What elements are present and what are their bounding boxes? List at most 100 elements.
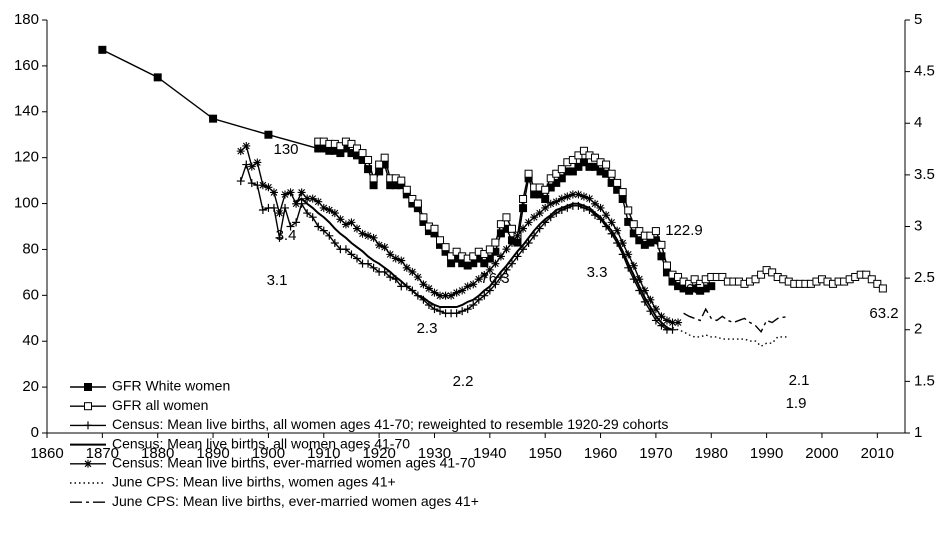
marker bbox=[668, 318, 677, 327]
marker bbox=[480, 271, 489, 280]
marker bbox=[474, 295, 483, 304]
marker bbox=[579, 158, 588, 167]
marker bbox=[375, 241, 384, 250]
y-tick-label: 60 bbox=[22, 286, 39, 303]
marker bbox=[402, 185, 411, 194]
marker bbox=[292, 199, 301, 208]
x-tick-label: 1950 bbox=[529, 445, 562, 462]
marker bbox=[591, 162, 600, 171]
y-tick-label: 140 bbox=[14, 103, 39, 120]
marker bbox=[485, 245, 494, 254]
x-tick-label: 1920 bbox=[362, 445, 395, 462]
marker bbox=[530, 213, 539, 222]
marker bbox=[757, 270, 766, 279]
marker bbox=[485, 265, 494, 274]
y2-tick-label: 4.5 bbox=[914, 63, 935, 80]
marker bbox=[402, 263, 411, 272]
marker bbox=[347, 250, 356, 259]
marker bbox=[308, 213, 317, 222]
marker bbox=[247, 162, 256, 171]
marker bbox=[629, 261, 638, 270]
marker bbox=[707, 282, 716, 291]
marker bbox=[463, 305, 472, 314]
marker bbox=[862, 270, 871, 279]
marker bbox=[657, 312, 666, 321]
marker bbox=[607, 169, 616, 178]
marker bbox=[519, 204, 528, 213]
marker bbox=[557, 194, 566, 203]
marker bbox=[341, 220, 350, 229]
marker bbox=[369, 174, 378, 183]
marker bbox=[513, 231, 522, 240]
marker bbox=[264, 183, 273, 192]
annotation: 1.9 bbox=[786, 395, 807, 412]
marker bbox=[369, 263, 378, 272]
y-tick-label: 20 bbox=[22, 378, 39, 395]
marker bbox=[303, 194, 312, 203]
marker bbox=[364, 165, 373, 174]
marker bbox=[297, 188, 306, 197]
marker bbox=[491, 280, 500, 289]
marker bbox=[491, 238, 500, 247]
marker bbox=[563, 192, 572, 201]
marker bbox=[568, 167, 577, 176]
legend-label: Census: Mean live births, ever-married w… bbox=[112, 455, 476, 471]
marker bbox=[380, 153, 389, 162]
marker bbox=[84, 383, 92, 391]
marker bbox=[618, 239, 627, 248]
legend-label: June CPS: Mean live births, women ages 4… bbox=[112, 474, 396, 490]
marker bbox=[319, 226, 328, 235]
marker bbox=[507, 259, 516, 268]
marker bbox=[258, 205, 267, 214]
marker bbox=[469, 280, 478, 289]
x-tick-label: 2010 bbox=[861, 445, 894, 462]
marker bbox=[546, 174, 555, 183]
annotation: 2.3 bbox=[417, 320, 438, 337]
x-tick-label: 1880 bbox=[141, 445, 174, 462]
y-tick-label: 180 bbox=[14, 11, 39, 28]
marker bbox=[352, 254, 361, 263]
marker bbox=[485, 254, 494, 263]
marker bbox=[685, 279, 694, 288]
annotation: 3.1 bbox=[267, 272, 288, 289]
x-tick-label: 1910 bbox=[307, 445, 340, 462]
y2-tick-label: 3 bbox=[914, 217, 922, 234]
marker bbox=[397, 256, 406, 265]
marker bbox=[98, 45, 107, 54]
marker bbox=[651, 305, 660, 314]
marker bbox=[496, 273, 505, 282]
marker bbox=[646, 295, 655, 304]
marker bbox=[496, 229, 505, 238]
marker bbox=[613, 178, 622, 187]
marker bbox=[369, 233, 378, 242]
legend-label: GFR all women bbox=[112, 397, 208, 413]
y-tick-label: 80 bbox=[22, 240, 39, 257]
marker bbox=[591, 153, 600, 162]
marker bbox=[308, 194, 317, 203]
marker bbox=[624, 250, 633, 259]
marker bbox=[413, 199, 422, 208]
marker bbox=[629, 220, 638, 229]
x-tick-label: 1960 bbox=[584, 445, 617, 462]
marker bbox=[419, 280, 428, 289]
marker bbox=[635, 227, 644, 236]
legend: GFR White women GFR all women Census: Mean… bbox=[70, 378, 668, 509]
marker bbox=[236, 177, 245, 186]
marker bbox=[436, 291, 445, 300]
marker bbox=[579, 192, 588, 201]
marker bbox=[491, 259, 500, 268]
marker bbox=[474, 275, 483, 284]
marker bbox=[364, 231, 373, 240]
marker bbox=[352, 224, 361, 233]
marker bbox=[386, 250, 395, 259]
x-tick-label: 1990 bbox=[750, 445, 783, 462]
series-line bbox=[672, 327, 789, 348]
marker bbox=[325, 231, 334, 240]
marker bbox=[657, 240, 666, 249]
marker bbox=[330, 239, 339, 248]
marker bbox=[452, 247, 461, 256]
marker bbox=[502, 245, 511, 254]
marker bbox=[452, 309, 461, 318]
legend-label: Census: Mean live births, all women ages… bbox=[112, 435, 410, 451]
marker bbox=[496, 220, 505, 229]
